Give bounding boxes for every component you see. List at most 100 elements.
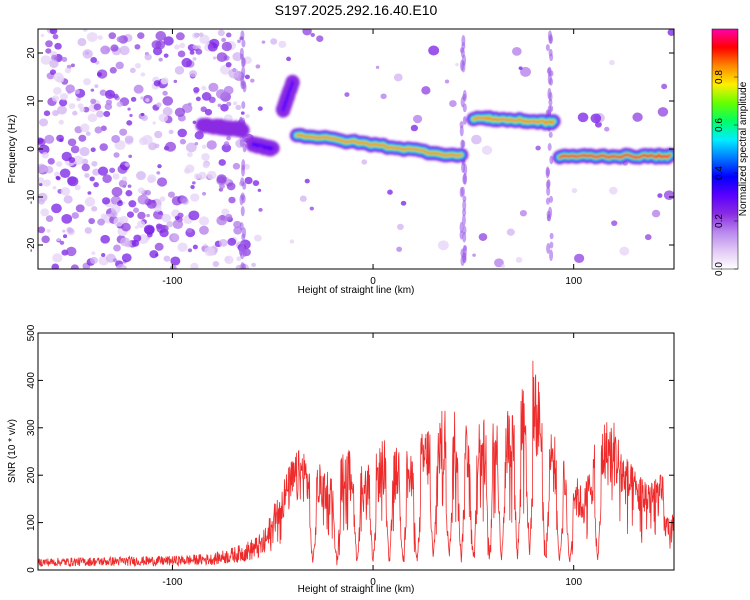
spectrogram-y-tick-label: 0 bbox=[26, 146, 37, 152]
spectrogram-x-tick-label: 100 bbox=[565, 276, 582, 287]
noise-blob bbox=[109, 67, 117, 74]
noise-blob bbox=[117, 200, 123, 207]
noise-blob bbox=[124, 240, 132, 248]
noise-blob bbox=[161, 213, 172, 223]
noise-blob bbox=[217, 103, 222, 108]
noise-blob bbox=[129, 113, 133, 118]
noise-blob bbox=[74, 89, 80, 95]
streak-blob bbox=[242, 248, 247, 258]
noise-blob bbox=[78, 134, 87, 142]
noise-blob bbox=[251, 262, 256, 267]
streak-blob bbox=[549, 241, 554, 249]
noise-blob bbox=[77, 103, 84, 109]
noise-blob bbox=[124, 162, 130, 167]
noise-blob bbox=[225, 61, 232, 68]
noise-blob bbox=[97, 166, 109, 176]
noise-blob bbox=[471, 134, 482, 145]
noise-blob bbox=[52, 186, 57, 190]
noise-blob bbox=[193, 173, 201, 180]
noise-blob bbox=[162, 107, 173, 116]
noise-blob bbox=[130, 96, 137, 102]
noise-blob bbox=[203, 243, 207, 247]
streak-blob bbox=[239, 222, 244, 231]
noise-blob bbox=[134, 44, 141, 50]
snr-x-tick-label: -100 bbox=[162, 577, 182, 588]
noise-blob bbox=[54, 42, 62, 50]
streak-blob bbox=[459, 125, 464, 137]
noise-blob bbox=[54, 171, 61, 178]
noise-blob bbox=[124, 135, 134, 144]
noise-blob bbox=[198, 216, 210, 226]
noise-blob bbox=[71, 212, 79, 219]
noise-blob bbox=[380, 93, 387, 100]
noise-blob bbox=[421, 86, 431, 95]
colorbar-frame bbox=[711, 28, 739, 270]
noise-blob bbox=[119, 128, 128, 136]
streak-blob bbox=[462, 93, 467, 101]
noise-blob bbox=[577, 112, 589, 123]
noise-blob bbox=[217, 29, 225, 37]
spectral-ridge-4 bbox=[471, 115, 556, 125]
noise-blob bbox=[53, 86, 62, 95]
noise-blob bbox=[179, 138, 187, 145]
noise-blob bbox=[133, 84, 144, 94]
noise-blob bbox=[77, 38, 87, 47]
noise-blob bbox=[232, 52, 243, 62]
noise-blob bbox=[108, 32, 117, 40]
noise-blob bbox=[116, 36, 124, 43]
noise-blob bbox=[611, 220, 618, 227]
noise-blob bbox=[190, 184, 195, 190]
noise-blob bbox=[187, 248, 193, 253]
noise-blob bbox=[299, 195, 307, 202]
noise-blob bbox=[66, 226, 73, 233]
noise-blob bbox=[192, 244, 198, 250]
noise-blob bbox=[141, 114, 149, 121]
snr-x-label: Height of straight line (km) bbox=[298, 584, 415, 595]
noise-blob bbox=[179, 195, 188, 204]
noise-blob bbox=[179, 42, 186, 49]
noise-blob bbox=[40, 208, 50, 217]
noise-blob bbox=[171, 234, 180, 242]
noise-blob bbox=[410, 124, 418, 132]
noise-blob bbox=[221, 37, 227, 43]
streak-blob bbox=[547, 214, 552, 222]
noise-blob bbox=[158, 113, 168, 123]
noise-blob bbox=[221, 143, 232, 153]
spectral-ridge-3 bbox=[295, 133, 463, 158]
noise-blob bbox=[147, 176, 155, 184]
noise-blob bbox=[45, 48, 52, 54]
noise-blob bbox=[501, 264, 506, 268]
noise-blob bbox=[520, 66, 531, 77]
noise-blob bbox=[156, 171, 161, 175]
noise-blob bbox=[168, 129, 174, 135]
spectral-ridge-5 bbox=[558, 153, 672, 160]
noise-blob bbox=[93, 182, 99, 188]
noise-blob bbox=[644, 234, 652, 241]
noise-blob bbox=[201, 144, 207, 149]
noise-blob bbox=[121, 253, 132, 263]
snr-y-tick-label: 400 bbox=[26, 372, 37, 389]
noise-blob bbox=[96, 110, 104, 118]
streak-blob bbox=[462, 116, 467, 125]
noise-blob bbox=[97, 218, 105, 226]
noise-blob bbox=[49, 59, 59, 68]
noise-blob bbox=[91, 206, 98, 212]
colorbar-ticks: 0.0 0.2 0.4 0.6 0.8 bbox=[714, 70, 738, 276]
noise-blob bbox=[67, 176, 79, 187]
noise-blob bbox=[134, 225, 139, 229]
streak-blob bbox=[241, 263, 246, 269]
noise-blob bbox=[657, 193, 663, 198]
spectrogram-y-tick-label: -10 bbox=[26, 189, 37, 204]
colorbar: 0.0 0.2 0.4 0.6 0.8 Normalized spectral ampl… bbox=[711, 28, 749, 276]
noise-blob bbox=[174, 107, 186, 117]
noise-blob bbox=[174, 66, 185, 75]
noise-blob bbox=[59, 168, 71, 179]
noise-blob bbox=[52, 34, 59, 40]
noise-blob bbox=[113, 152, 120, 158]
noise-blob bbox=[177, 50, 186, 58]
streak-blob bbox=[548, 77, 553, 86]
noise-blob bbox=[51, 263, 60, 269]
noise-blob bbox=[113, 244, 121, 252]
noise-blob bbox=[70, 264, 79, 269]
noise-blob bbox=[185, 142, 197, 153]
